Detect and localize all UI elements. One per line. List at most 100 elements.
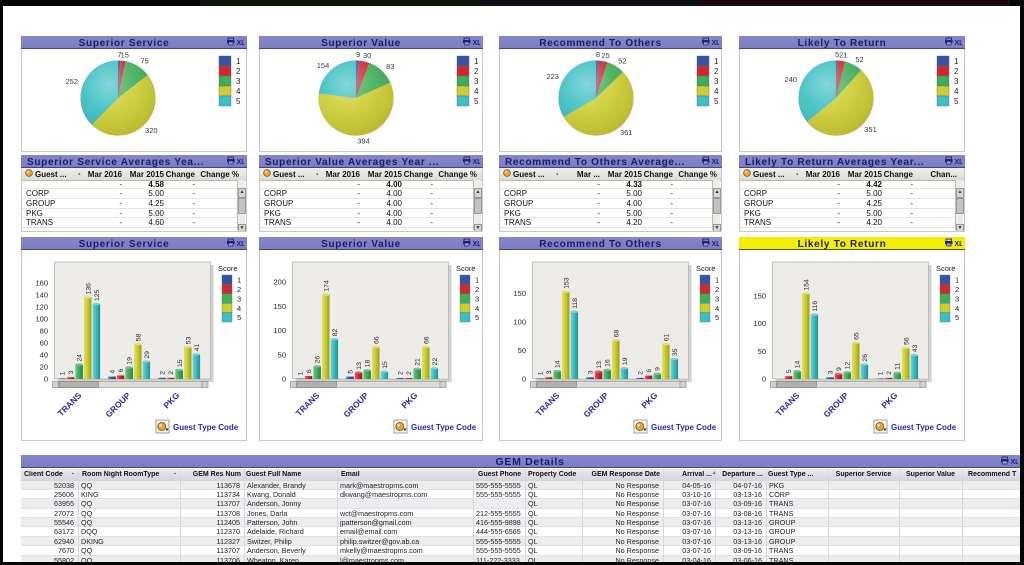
svg-text:100: 100 bbox=[753, 319, 766, 328]
svg-text:150: 150 bbox=[273, 301, 286, 310]
svg-text:58: 58 bbox=[135, 333, 142, 341]
svg-text:136: 136 bbox=[85, 282, 92, 294]
svg-text:118: 118 bbox=[572, 297, 579, 308]
svg-text:PKG: PKG bbox=[879, 390, 899, 410]
svg-text:Guest Type Code: Guest Type Code bbox=[173, 423, 239, 432]
svg-text:4: 4 bbox=[474, 87, 479, 96]
svg-text:XL: XL bbox=[712, 159, 720, 166]
svg-text:2: 2 bbox=[474, 67, 479, 76]
svg-text:60: 60 bbox=[40, 338, 48, 347]
svg-text:5: 5 bbox=[786, 369, 793, 373]
svg-text:1: 1 bbox=[538, 371, 545, 375]
svg-text:22: 22 bbox=[432, 357, 439, 365]
svg-text:61: 61 bbox=[663, 333, 670, 341]
svg-text:3: 3 bbox=[546, 370, 553, 374]
svg-text:24: 24 bbox=[77, 353, 84, 361]
svg-text:5: 5 bbox=[348, 369, 355, 373]
svg-text:65: 65 bbox=[853, 332, 860, 340]
svg-text:50: 50 bbox=[518, 346, 526, 355]
svg-text:GROUP: GROUP bbox=[821, 390, 850, 419]
svg-text:174: 174 bbox=[323, 280, 330, 292]
svg-text:2: 2 bbox=[886, 370, 893, 374]
svg-text:5: 5 bbox=[954, 97, 959, 106]
svg-text:14: 14 bbox=[795, 360, 802, 368]
svg-text:Score: Score bbox=[936, 264, 956, 273]
svg-text:2: 2 bbox=[475, 285, 479, 294]
svg-text:4: 4 bbox=[110, 369, 117, 373]
svg-text:320: 320 bbox=[145, 126, 158, 135]
svg-text:19: 19 bbox=[622, 357, 629, 365]
svg-text:XL: XL bbox=[237, 40, 245, 47]
svg-text:XL: XL bbox=[712, 40, 720, 47]
svg-text:Score: Score bbox=[218, 264, 238, 273]
svg-text:83: 83 bbox=[386, 61, 394, 70]
svg-text:50: 50 bbox=[758, 346, 766, 355]
svg-text:35: 35 bbox=[672, 348, 679, 356]
svg-text:0: 0 bbox=[282, 374, 286, 383]
svg-text:153: 153 bbox=[563, 277, 570, 289]
svg-text:5: 5 bbox=[237, 313, 241, 322]
svg-text:TRANS: TRANS bbox=[774, 390, 802, 418]
svg-text:52: 52 bbox=[855, 55, 863, 64]
svg-text:3: 3 bbox=[237, 294, 241, 303]
svg-text:5: 5 bbox=[715, 313, 719, 322]
svg-text:TRANS: TRANS bbox=[56, 390, 84, 418]
svg-text:240: 240 bbox=[785, 74, 798, 83]
svg-text:4: 4 bbox=[954, 87, 959, 96]
svg-text:2: 2 bbox=[955, 285, 959, 294]
svg-text:5: 5 bbox=[835, 50, 839, 59]
svg-text:Guest Type Code: Guest Type Code bbox=[651, 423, 717, 432]
svg-text:GROUP: GROUP bbox=[341, 390, 370, 419]
svg-text:XL: XL bbox=[473, 159, 481, 166]
svg-text:1: 1 bbox=[474, 57, 479, 66]
svg-text:7: 7 bbox=[118, 50, 122, 59]
svg-text:15: 15 bbox=[177, 359, 184, 367]
svg-text:4: 4 bbox=[715, 303, 719, 312]
svg-text:160: 160 bbox=[35, 278, 48, 287]
svg-text:120: 120 bbox=[35, 302, 48, 311]
svg-text:140: 140 bbox=[35, 290, 48, 299]
svg-text:2: 2 bbox=[236, 67, 241, 76]
svg-text:6: 6 bbox=[646, 368, 653, 372]
svg-text:30: 30 bbox=[363, 51, 371, 60]
svg-text:1: 1 bbox=[237, 275, 241, 284]
svg-text:2: 2 bbox=[954, 67, 959, 76]
svg-text:154: 154 bbox=[803, 278, 810, 290]
svg-text:100: 100 bbox=[35, 314, 48, 323]
svg-text:XL: XL bbox=[955, 159, 963, 166]
svg-text:4: 4 bbox=[714, 87, 719, 96]
svg-text:0: 0 bbox=[44, 374, 48, 383]
svg-text:Score: Score bbox=[696, 264, 716, 273]
svg-text:15: 15 bbox=[121, 50, 129, 59]
svg-text:4: 4 bbox=[955, 303, 959, 312]
svg-text:15: 15 bbox=[382, 360, 389, 368]
svg-text:1: 1 bbox=[298, 371, 305, 375]
svg-text:XL: XL bbox=[473, 40, 481, 47]
svg-text:66: 66 bbox=[373, 336, 380, 344]
svg-text:3: 3 bbox=[474, 77, 479, 86]
svg-text:68: 68 bbox=[613, 329, 620, 337]
svg-text:26: 26 bbox=[862, 353, 869, 361]
svg-text:150: 150 bbox=[513, 289, 526, 298]
svg-text:29: 29 bbox=[144, 350, 151, 358]
svg-text:80: 80 bbox=[40, 326, 48, 335]
svg-text:2: 2 bbox=[714, 67, 719, 76]
svg-text:9: 9 bbox=[836, 367, 843, 371]
svg-text:43: 43 bbox=[912, 344, 919, 352]
svg-text:Guest Type Code: Guest Type Code bbox=[411, 423, 477, 432]
svg-text:361: 361 bbox=[620, 128, 633, 137]
svg-text:8: 8 bbox=[596, 50, 600, 59]
svg-text:3: 3 bbox=[954, 77, 959, 86]
svg-text:GROUP: GROUP bbox=[103, 390, 132, 419]
svg-text:5: 5 bbox=[955, 313, 959, 322]
svg-text:100: 100 bbox=[273, 326, 286, 335]
svg-text:116: 116 bbox=[812, 300, 819, 311]
svg-text:2: 2 bbox=[237, 285, 241, 294]
svg-text:200: 200 bbox=[273, 277, 286, 286]
svg-text:2: 2 bbox=[398, 371, 405, 375]
svg-text:XL: XL bbox=[955, 241, 963, 248]
svg-text:PKG: PKG bbox=[399, 390, 419, 410]
svg-text:9: 9 bbox=[356, 50, 360, 59]
svg-text:4: 4 bbox=[236, 87, 241, 96]
svg-text:XL: XL bbox=[237, 241, 245, 248]
